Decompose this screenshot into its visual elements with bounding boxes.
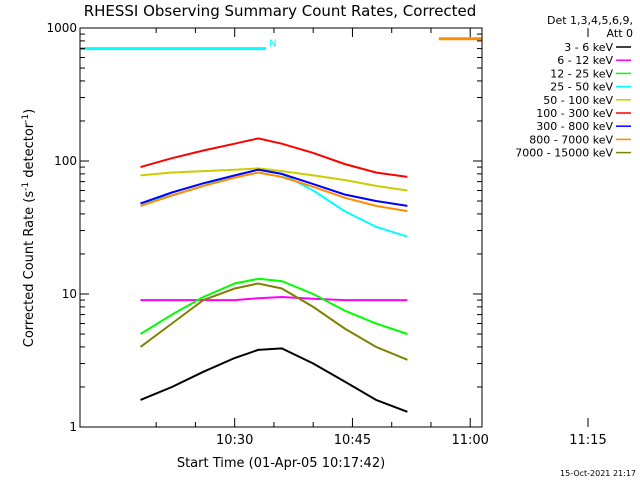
- y-tick-label: 1: [69, 420, 77, 434]
- annotation-label: N: [269, 39, 276, 50]
- y-axis-label-exponent: -1: [21, 182, 31, 191]
- y-axis-label: Corrected Count Rate (s-1 detector-1): [21, 109, 37, 347]
- y-axis-label-exponent: -1: [21, 114, 31, 123]
- chart-title: RHESSI Observing Summary Count Rates, Co…: [84, 2, 477, 20]
- legend-label: 100 - 300 keV: [536, 107, 613, 120]
- legend-label: 7000 - 15000 keV: [515, 147, 613, 160]
- legend-label: 50 - 100 keV: [543, 94, 613, 107]
- x-tick-label: 11:00: [451, 433, 488, 448]
- series-line: [140, 168, 408, 207]
- plot-frame: [79, 27, 483, 428]
- legend-header: Det 1,3,4,5,6,9,: [547, 14, 633, 27]
- series-line: [139, 282, 408, 361]
- legend-label: 300 - 800 keV: [536, 120, 613, 133]
- legend-label: 800 - 7000 keV: [529, 133, 613, 146]
- series-line: [140, 295, 408, 302]
- legend-label: 25 - 50 keV: [550, 81, 613, 94]
- plot-area: NS: [80, 29, 491, 413]
- y-axis: 1 10 100 1000: [46, 21, 482, 434]
- series-line: [140, 171, 408, 213]
- legend-label: 3 - 6 keV: [564, 41, 613, 54]
- series-line: [139, 277, 408, 335]
- annotation-label: S: [485, 29, 491, 40]
- y-tick-label: 100: [54, 154, 77, 168]
- y-tick-label: 10: [62, 287, 77, 301]
- legend-label: 6 - 12 keV: [557, 54, 613, 67]
- legend-header: Att 0: [607, 27, 633, 40]
- series-line: [140, 347, 408, 413]
- x-tick-label: 10:30: [216, 433, 253, 448]
- x-tick-label: 11:15: [569, 433, 606, 448]
- series-line: [140, 167, 408, 192]
- series-line: [140, 137, 408, 178]
- y-axis-label-part: ): [22, 109, 37, 114]
- x-axis-label: Start Time (01-Apr-05 10:17:42): [177, 456, 385, 471]
- y-axis-label-part: detector: [22, 122, 37, 182]
- series-group: NS: [80, 29, 491, 413]
- footer-date: 15-Oct-2021 21:17: [560, 469, 636, 478]
- y-tick-label: 1000: [46, 21, 77, 35]
- y-axis-label-part: Corrected Count Rate (s: [22, 191, 37, 348]
- x-tick-label: 10:45: [334, 433, 371, 448]
- legend-label: 12 - 25 keV: [550, 67, 613, 80]
